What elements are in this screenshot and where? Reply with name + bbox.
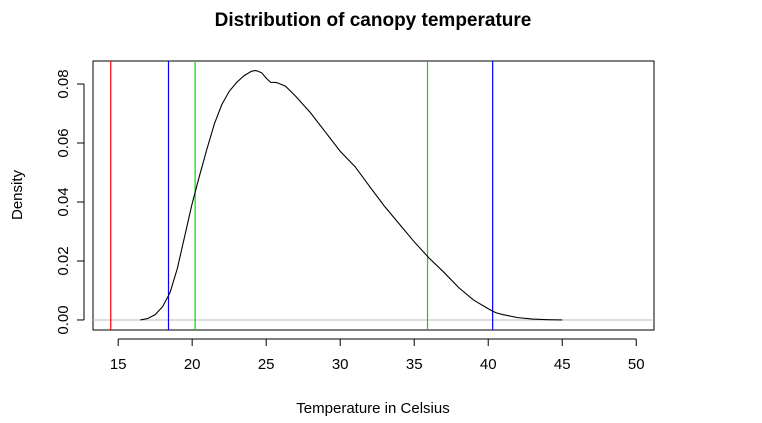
y-tick-label: 0.00 [55,305,72,334]
y-tick-label: 0.06 [55,128,72,157]
density-curve [140,69,563,321]
x-tick-label: 20 [184,356,201,373]
y-tick-label: 0.08 [55,69,72,98]
x-tick-label: 50 [628,356,645,373]
plot-frame [92,60,655,331]
plot-area [93,61,654,330]
y-axis-label: Density [9,169,26,220]
x-axis: 15 20 25 30 35 40 45 50 [110,338,645,373]
y-tick-label: 0.04 [55,187,72,216]
x-tick-label: 45 [554,356,571,373]
y-tick-label: 0.02 [55,246,72,275]
chart-title: Distribution of canopy temperature [215,10,532,31]
x-axis-label: Temperature in Celsius [296,400,449,417]
x-tick-label: 30 [332,356,349,373]
x-tick-label: 40 [480,356,497,373]
y-axis: 0.00 0.02 0.04 0.06 0.08 [55,69,85,335]
x-tick-label: 35 [406,356,423,373]
x-tick-label: 15 [110,356,127,373]
x-tick-label: 25 [258,356,275,373]
